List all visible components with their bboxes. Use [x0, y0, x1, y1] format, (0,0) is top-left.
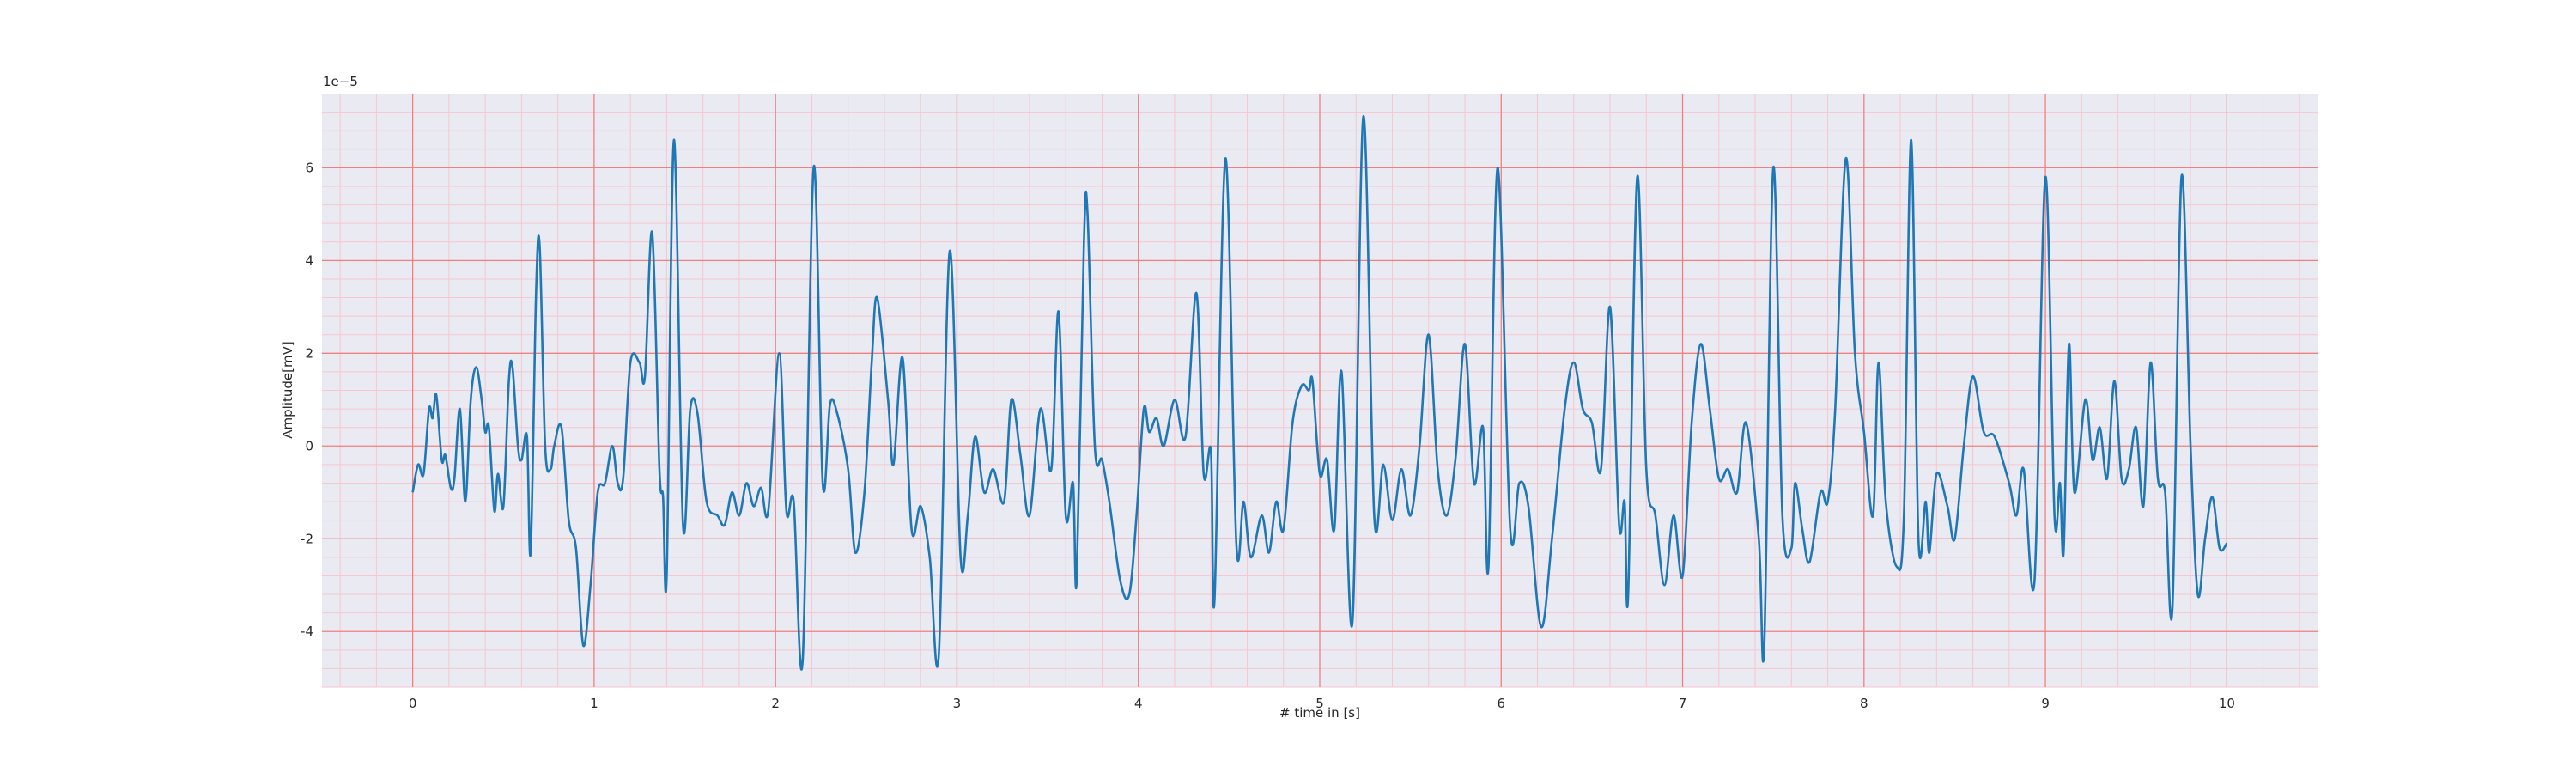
x-tick-label: 4 [1134, 696, 1143, 711]
x-tick-label: 0 [409, 696, 417, 711]
y-tick-label: 0 [305, 438, 313, 453]
y-tick-label: 4 [305, 253, 313, 268]
y-tick-label: -2 [301, 531, 313, 546]
x-tick-label: 6 [1497, 696, 1505, 711]
y-axis-label: Amplitude[mV] [280, 341, 295, 438]
y-tick-label: 2 [305, 345, 313, 361]
x-tick-label: 1 [590, 696, 598, 711]
x-tick-label: 9 [2041, 696, 2050, 711]
x-tick-label: 10 [2219, 696, 2235, 711]
signal-line [411, 115, 2228, 671]
x-tick-label: 8 [1860, 696, 1868, 711]
x-tick-label: 3 [953, 696, 962, 711]
x-tick-label: 2 [771, 696, 780, 711]
x-tick-label: 7 [1679, 696, 1687, 711]
x-tick-label: 5 [1315, 696, 1324, 711]
x-axis-label: # time in [s] [1279, 705, 1360, 721]
offset-text: 1e−5 [323, 74, 358, 89]
y-tick-label: -4 [301, 624, 313, 639]
y-tick-label: 6 [305, 160, 313, 175]
